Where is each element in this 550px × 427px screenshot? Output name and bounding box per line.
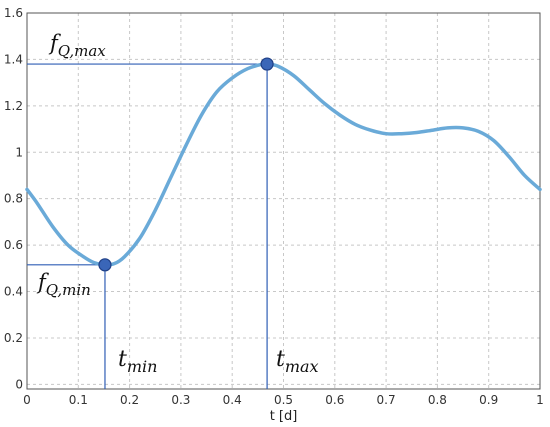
- y-tick-label: 1: [15, 145, 23, 159]
- annotation-fq-max: fQ,max: [48, 31, 106, 60]
- annotation-t-max: tmax: [276, 347, 319, 376]
- x-axis-label: t [d]: [270, 409, 298, 424]
- x-tick-label: 0.5: [274, 393, 293, 407]
- y-tick-label: 1.6: [4, 6, 23, 20]
- y-tick-label: 0: [15, 377, 23, 391]
- y-tick-label: 0.8: [4, 192, 23, 206]
- x-tick-label: 0.8: [428, 393, 447, 407]
- annotation-t-min: tmin: [118, 347, 157, 376]
- x-tick-label: 0.4: [223, 393, 242, 407]
- y-tick-label: 1.4: [4, 52, 23, 66]
- marker-group: [98, 57, 274, 272]
- x-tick-label: 0.1: [69, 393, 88, 407]
- x-tick-label: 0.7: [377, 393, 396, 407]
- y-tick-label: 0.4: [4, 285, 23, 299]
- extremum-marker-1: [260, 57, 274, 71]
- x-tick-label: 0: [23, 393, 31, 407]
- annotation-fq-min: fQ,min: [36, 270, 91, 299]
- y-tick-label: 0.2: [4, 331, 23, 345]
- x-tick-labels: 0 0.1 0.2 0.3 0.4 0.5 0.6 0.7 0.8 0.9 1: [23, 393, 544, 407]
- y-tick-label: 1.2: [4, 99, 23, 113]
- plot-frame: [26, 12, 541, 390]
- extremum-marker-0: [98, 258, 112, 272]
- guide-lines: [27, 63, 268, 389]
- y-tick-label: 0.6: [4, 238, 23, 252]
- x-tick-label: 0.3: [171, 393, 190, 407]
- y-tick-labels: 0 0.2 0.4 0.6 0.8 1 1.2 1.4 1.6: [4, 6, 23, 391]
- x-tick-label: 0.6: [325, 393, 344, 407]
- x-tick-label: 0.9: [479, 393, 498, 407]
- x-tick-label: 1: [536, 393, 544, 407]
- x-tick-label: 0.2: [120, 393, 139, 407]
